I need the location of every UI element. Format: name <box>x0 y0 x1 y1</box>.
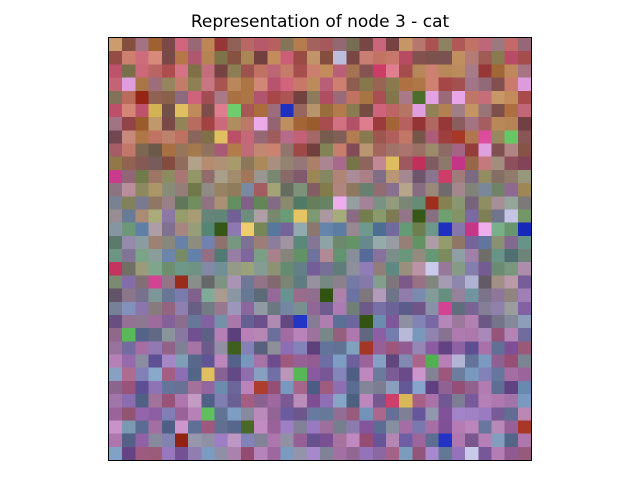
pixel-image <box>109 38 531 460</box>
image-frame <box>108 37 532 461</box>
figure-title: Representation of node 3 - cat <box>190 12 450 32</box>
